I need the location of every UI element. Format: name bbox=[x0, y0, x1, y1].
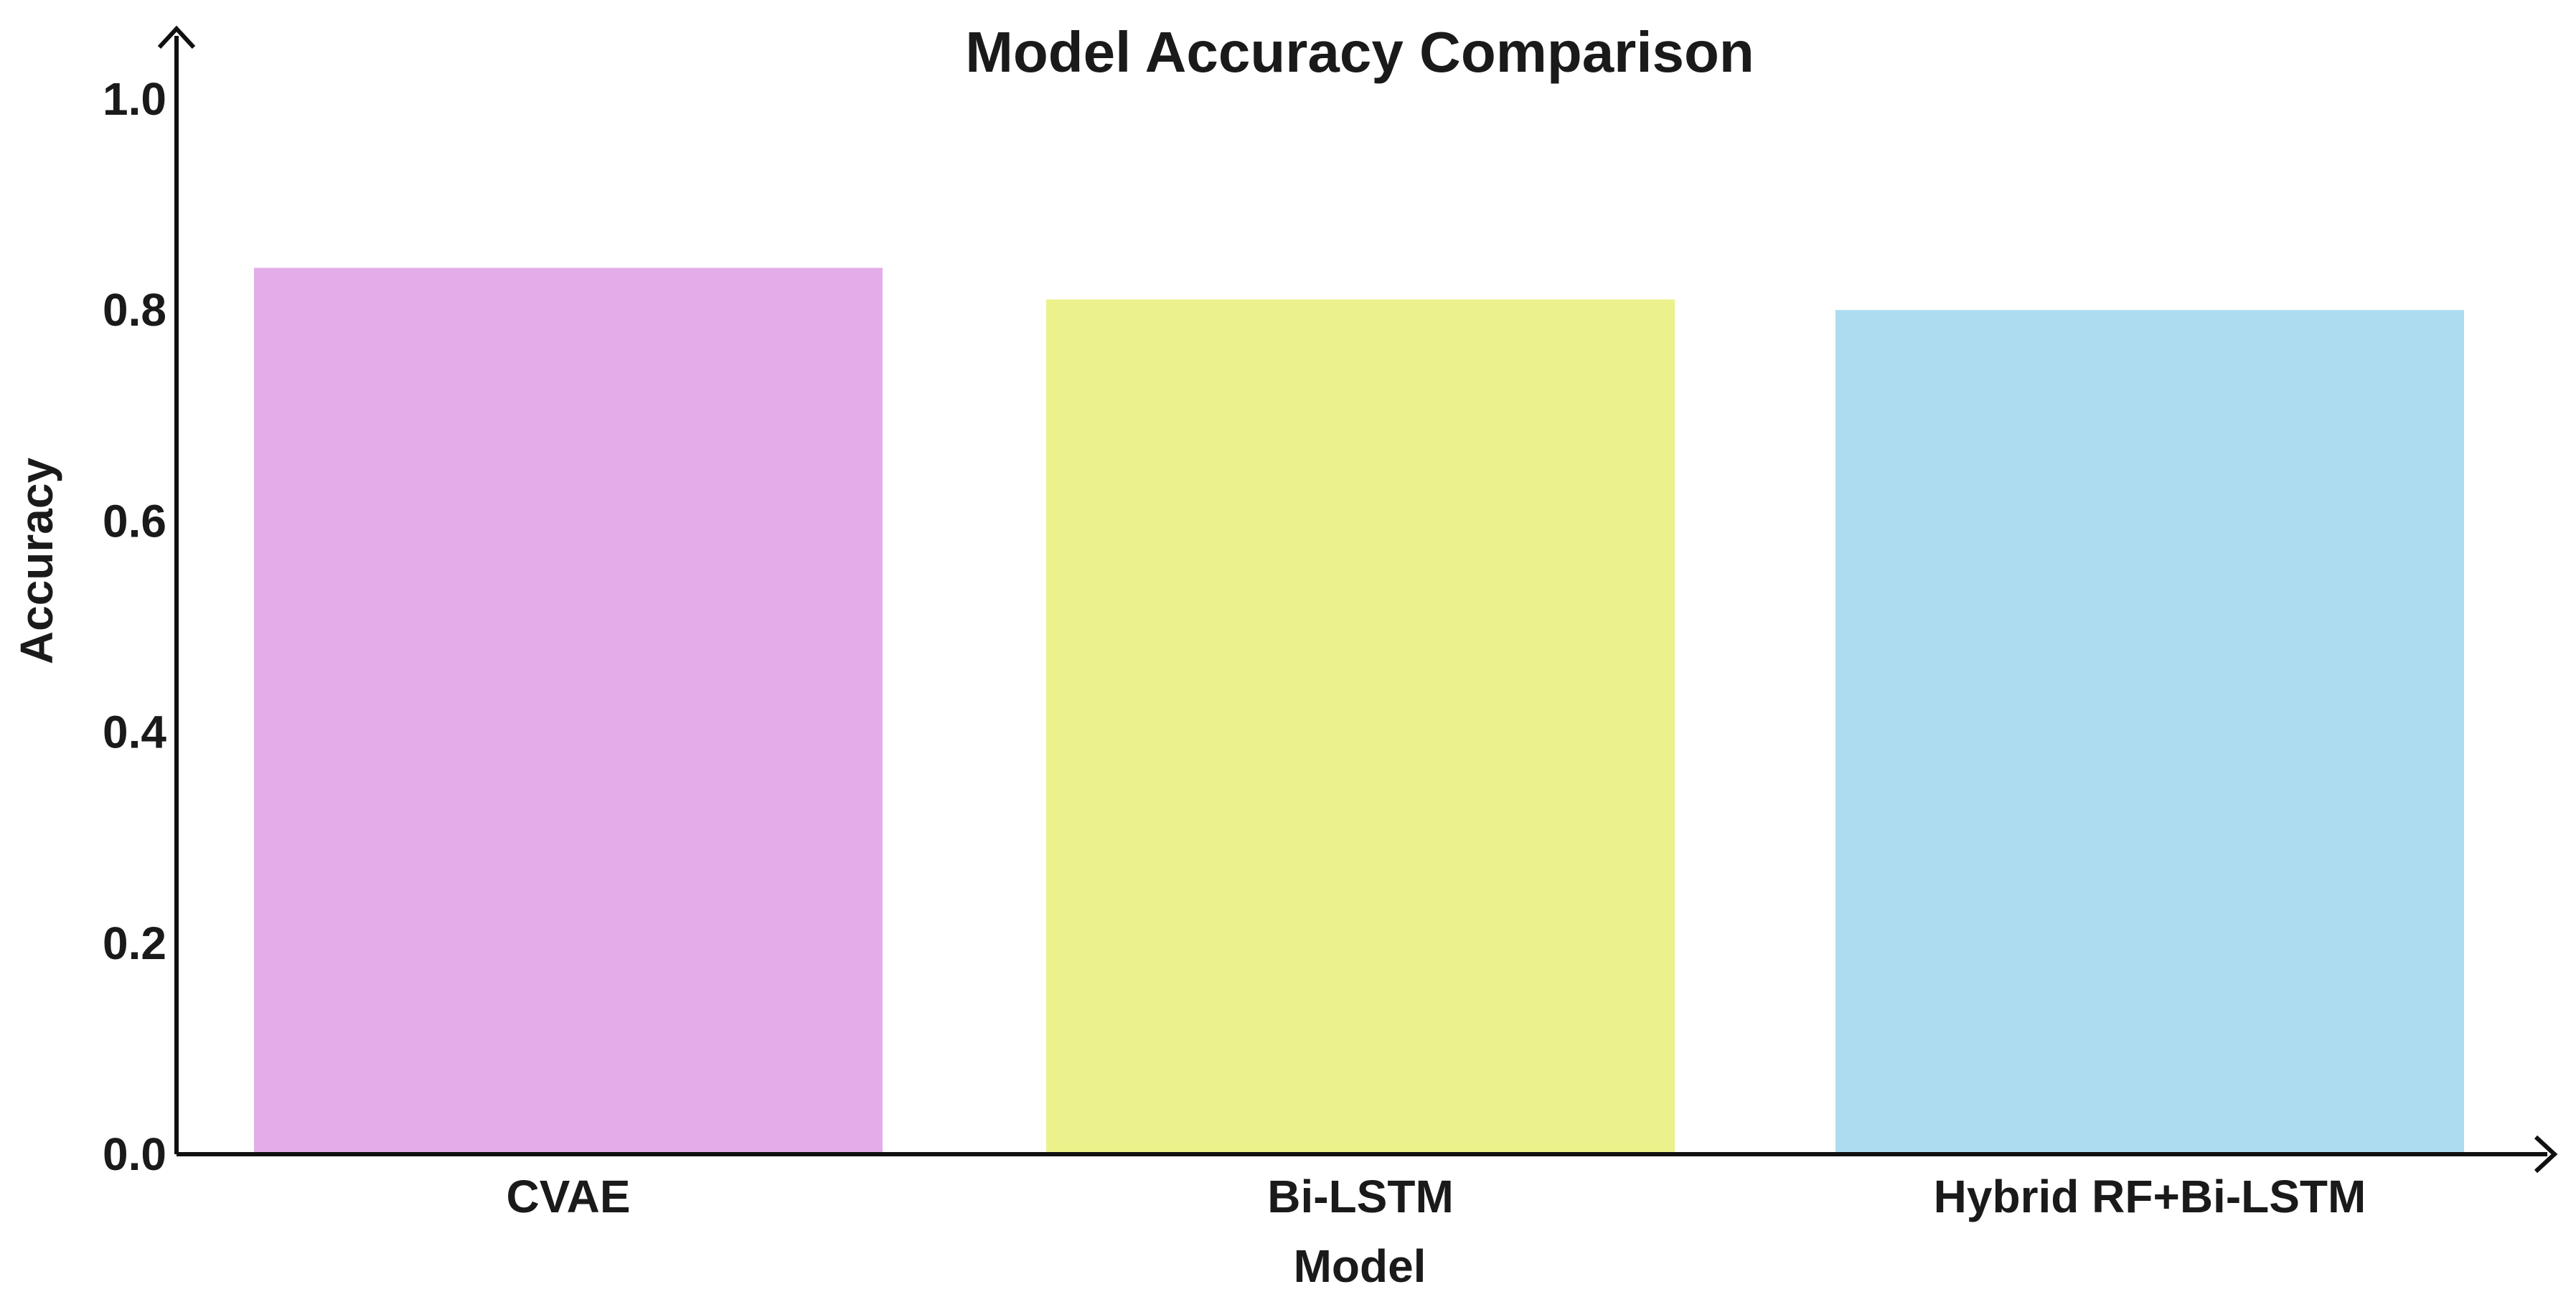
y-tick-label: 0.0 bbox=[103, 1128, 166, 1180]
x-tick-label: CVAE bbox=[506, 1171, 630, 1222]
x-tick-labels: CVAE Bi-LSTM Hybrid RF+Bi-LSTM bbox=[506, 1171, 2366, 1222]
y-axis-label: Accuracy bbox=[11, 458, 62, 665]
y-tick-label: 0.4 bbox=[103, 707, 166, 758]
bar-bi-lstm bbox=[1046, 299, 1675, 1154]
x-axis-arrow-icon bbox=[2534, 1135, 2558, 1174]
x-tick-label: Hybrid RF+Bi-LSTM bbox=[1934, 1171, 2366, 1222]
y-tick-label: 0.8 bbox=[103, 284, 166, 336]
bar-cvae bbox=[254, 268, 883, 1154]
x-tick-label: Bi-LSTM bbox=[1267, 1171, 1454, 1222]
axes-layer bbox=[157, 25, 2558, 1174]
y-tick-label: 0.2 bbox=[103, 917, 166, 969]
bar-hybrid-rf-bi-lstm bbox=[1835, 310, 2464, 1155]
chart-title: Model Accuracy Comparison bbox=[965, 20, 1754, 84]
y-tick-label: 1.0 bbox=[103, 73, 166, 125]
bars-layer bbox=[254, 268, 2464, 1155]
x-axis-label: Model bbox=[1294, 1240, 1426, 1292]
y-tick-label: 0.6 bbox=[103, 495, 166, 547]
y-tick-labels: 0.0 0.2 0.4 0.6 0.8 1.0 bbox=[103, 73, 166, 1180]
y-axis-arrow-icon bbox=[157, 25, 196, 49]
